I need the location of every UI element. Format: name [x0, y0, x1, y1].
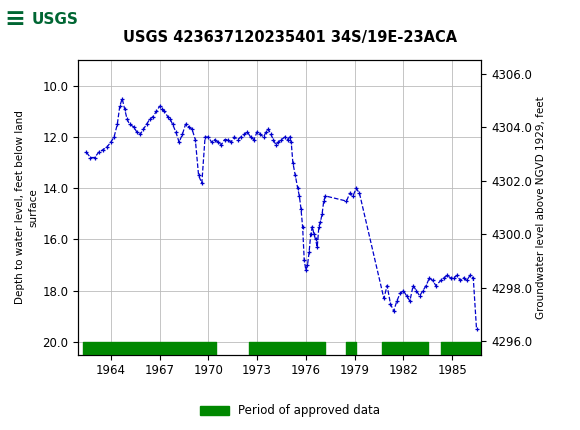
- Text: ≡: ≡: [4, 7, 25, 31]
- Legend: Period of approved data: Period of approved data: [195, 399, 385, 422]
- Text: USGS: USGS: [32, 12, 79, 27]
- Y-axis label: Depth to water level, feet below land
surface: Depth to water level, feet below land su…: [15, 111, 38, 304]
- FancyBboxPatch shape: [3, 3, 78, 36]
- Y-axis label: Groundwater level above NGVD 1929, feet: Groundwater level above NGVD 1929, feet: [536, 96, 546, 319]
- Text: USGS 423637120235401 34S/19E-23ACA: USGS 423637120235401 34S/19E-23ACA: [123, 30, 457, 45]
